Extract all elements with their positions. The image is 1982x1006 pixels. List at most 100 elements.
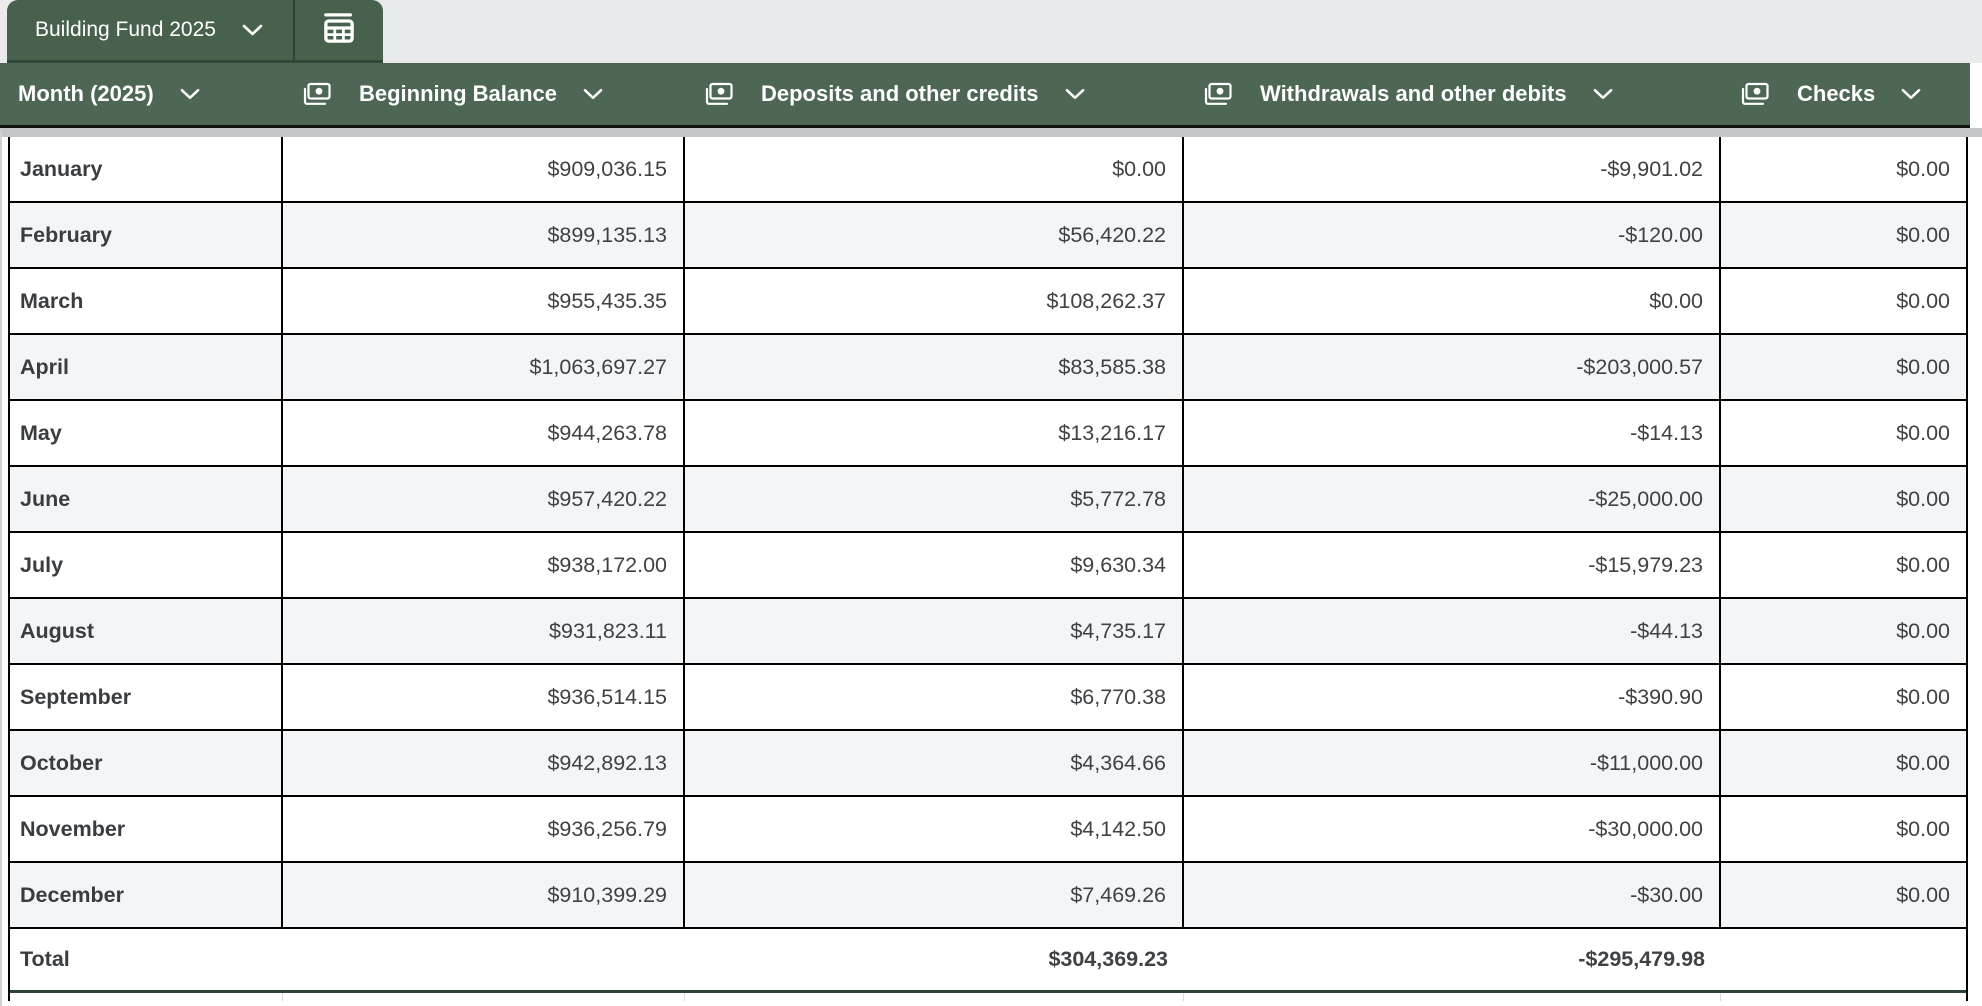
cell-beginning-balance[interactable]: $942,892.13 <box>283 731 685 795</box>
column-header-checks[interactable]: Checks <box>1721 63 1970 125</box>
cell-withdrawals[interactable]: -$14.13 <box>1184 401 1721 465</box>
cell-month[interactable]: October <box>10 731 283 795</box>
table-row: January $909,036.15 $0.00 -$9,901.02 $0.… <box>10 137 1966 203</box>
total-row[interactable]: Total $304,369.23 -$295,479.98 <box>10 929 1966 993</box>
cell-checks[interactable]: $0.00 <box>1896 684 1950 709</box>
chevron-down-icon[interactable] <box>180 88 200 100</box>
money-icon <box>300 81 333 107</box>
cell-month[interactable]: December <box>10 863 283 927</box>
table-body: January $909,036.15 $0.00 -$9,901.02 $0.… <box>10 137 1966 929</box>
column-header-deposits[interactable]: Deposits and other credits <box>685 63 1184 125</box>
cell-month[interactable]: March <box>10 269 283 333</box>
cell-withdrawals[interactable]: -$120.00 <box>1184 203 1721 267</box>
tab-table-view-button[interactable] <box>295 0 383 60</box>
chevron-down-icon[interactable] <box>1065 88 1085 100</box>
chevron-down-icon[interactable] <box>1901 88 1921 100</box>
cell-withdrawals[interactable]: -$9,901.02 <box>1184 137 1721 201</box>
cell-month[interactable]: September <box>10 665 283 729</box>
cell-deposits[interactable]: $6,770.38 <box>685 665 1184 729</box>
cell-beginning-balance[interactable]: $938,172.00 <box>283 533 685 597</box>
column-header-withdrawals[interactable]: Withdrawals and other debits <box>1184 63 1721 125</box>
cell-checks[interactable]: $0.00 <box>1896 552 1950 577</box>
left-edge-hairline <box>0 131 2 1006</box>
cell-deposits[interactable]: $4,364.66 <box>685 731 1184 795</box>
cell-checks[interactable]: $0.00 <box>1896 618 1950 643</box>
chevron-down-icon[interactable] <box>583 88 603 100</box>
chevron-down-icon[interactable] <box>242 24 263 36</box>
tab-building-fund[interactable]: Building Fund 2025 <box>7 0 293 60</box>
column-header-row: Month (2025) Beginning Balance Deposits … <box>0 63 1970 128</box>
cell-month[interactable]: July <box>10 533 283 597</box>
cell-checks[interactable]: $0.00 <box>1896 486 1950 511</box>
cell-beginning-balance[interactable]: $936,256.79 <box>283 797 685 861</box>
next-row-partial <box>10 993 1966 1001</box>
tab-divider <box>292 0 295 60</box>
total-checks-cell[interactable] <box>1721 929 1966 990</box>
cell-withdrawals[interactable]: -$44.13 <box>1184 599 1721 663</box>
cell-beginning-balance[interactable]: $909,036.15 <box>283 137 685 201</box>
column-header-label: Beginning Balance <box>359 81 558 106</box>
monthly-summary-table: January $909,036.15 $0.00 -$9,901.02 $0.… <box>8 137 1968 1001</box>
column-header-label: Deposits and other credits <box>761 81 1039 106</box>
cell-beginning-balance[interactable]: $910,399.29 <box>283 863 685 927</box>
cell-withdrawals[interactable]: -$25,000.00 <box>1184 467 1721 531</box>
total-deposits-cell[interactable]: $304,369.23 <box>1048 947 1168 971</box>
cell-month[interactable]: February <box>10 203 283 267</box>
cell-deposits[interactable]: $0.00 <box>685 137 1184 201</box>
cell-withdrawals[interactable]: -$390.90 <box>1184 665 1721 729</box>
cell-month[interactable]: November <box>10 797 283 861</box>
table-row: December $910,399.29 $7,469.26 -$30.00 $… <box>10 863 1966 929</box>
cell-month[interactable]: April <box>10 335 283 399</box>
table-row: November $936,256.79 $4,142.50 -$30,000.… <box>10 797 1966 863</box>
total-withdrawals-cell[interactable]: -$295,479.98 <box>1578 947 1705 971</box>
cell-beginning-balance[interactable]: $936,514.15 <box>283 665 685 729</box>
cell-deposits[interactable]: $4,142.50 <box>685 797 1184 861</box>
cell-deposits[interactable]: $83,585.38 <box>685 335 1184 399</box>
cell-withdrawals[interactable]: $0.00 <box>1184 269 1721 333</box>
table-row: June $957,420.22 $5,772.78 -$25,000.00 $… <box>10 467 1966 533</box>
cell-withdrawals[interactable]: -$30,000.00 <box>1184 797 1721 861</box>
cell-beginning-balance[interactable]: $957,420.22 <box>283 467 685 531</box>
table-row: September $936,514.15 $6,770.38 -$390.90… <box>10 665 1966 731</box>
cell-checks[interactable]: $0.00 <box>1896 750 1950 775</box>
cell-checks[interactable]: $0.00 <box>1896 288 1950 313</box>
cell-beginning-balance[interactable]: $899,135.13 <box>283 203 685 267</box>
cell-withdrawals[interactable]: -$30.00 <box>1184 863 1721 927</box>
cell-beginning-balance[interactable]: $955,435.35 <box>283 269 685 333</box>
cell-deposits[interactable]: $4,735.17 <box>685 599 1184 663</box>
cell-checks[interactable]: $0.00 <box>1896 882 1950 907</box>
column-header-month[interactable]: Month (2025) <box>8 63 283 125</box>
tab-label: Building Fund 2025 <box>35 18 216 41</box>
cell-checks[interactable]: $0.00 <box>1896 222 1950 247</box>
cell-withdrawals[interactable]: -$11,000.00 <box>1184 731 1721 795</box>
cell-deposits[interactable]: $9,630.34 <box>685 533 1184 597</box>
table-row: April $1,063,697.27 $83,585.38 -$203,000… <box>10 335 1966 401</box>
cell-deposits[interactable]: $108,262.37 <box>685 269 1184 333</box>
chevron-down-icon[interactable] <box>1593 88 1613 100</box>
total-label-cell[interactable]: Total <box>20 947 70 971</box>
cell-beginning-balance[interactable]: $931,823.11 <box>283 599 685 663</box>
cell-deposits[interactable]: $5,772.78 <box>685 467 1184 531</box>
cell-beginning-balance[interactable]: $1,063,697.27 <box>283 335 685 399</box>
cell-deposits[interactable]: $56,420.22 <box>685 203 1184 267</box>
total-beginning-balance-cell[interactable] <box>283 929 685 990</box>
cell-checks[interactable]: $0.00 <box>1896 354 1950 379</box>
cell-checks[interactable]: $0.00 <box>1896 420 1950 445</box>
table-row: August $931,823.11 $4,735.17 -$44.13 $0.… <box>10 599 1966 665</box>
cell-month[interactable]: May <box>10 401 283 465</box>
column-header-label: Withdrawals and other debits <box>1260 81 1567 106</box>
cell-withdrawals[interactable]: -$15,979.23 <box>1184 533 1721 597</box>
cell-month[interactable]: August <box>10 599 283 663</box>
cell-month[interactable]: January <box>10 137 283 201</box>
cell-withdrawals[interactable]: -$203,000.57 <box>1184 335 1721 399</box>
cell-checks[interactable]: $0.00 <box>1896 156 1950 181</box>
cell-beginning-balance[interactable]: $944,263.78 <box>283 401 685 465</box>
cell-checks[interactable]: $0.00 <box>1896 816 1950 841</box>
cell-deposits[interactable]: $7,469.26 <box>685 863 1184 927</box>
tab-bar: Building Fund 2025 <box>0 0 1982 63</box>
column-header-beginning-balance[interactable]: Beginning Balance <box>283 63 685 125</box>
cell-month[interactable]: June <box>10 467 283 531</box>
table-row: March $955,435.35 $108,262.37 $0.00 $0.0… <box>10 269 1966 335</box>
cell-deposits[interactable]: $13,216.17 <box>685 401 1184 465</box>
money-icon <box>1201 81 1234 107</box>
